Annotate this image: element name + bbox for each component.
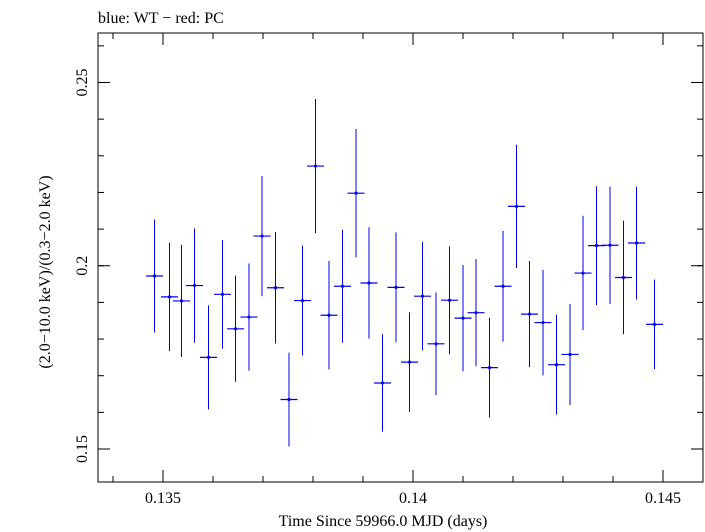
x-axis-label: Time Since 59966.0 MJD (days) — [279, 513, 488, 530]
data-point-marker — [407, 360, 412, 364]
data-point-marker — [461, 316, 465, 320]
x-axis-ticks: 0.135 0.14 0.145 — [112, 33, 681, 507]
chart-title: blue: WT − red: PC — [98, 10, 224, 27]
y-tick-label: 0.2 — [74, 256, 91, 276]
data-point-marker — [541, 320, 545, 325]
data-point-marker — [179, 299, 184, 303]
x-tick-label: 0.145 — [645, 490, 681, 507]
data-point-marker — [192, 283, 197, 288]
data-point-marker — [434, 342, 438, 346]
data-point-marker — [300, 298, 305, 303]
data-point-marker — [621, 275, 626, 280]
data-point-marker — [313, 164, 318, 168]
data-point-marker — [594, 243, 599, 248]
data-point-marker — [501, 284, 505, 288]
data-point-marker — [327, 313, 331, 317]
y-tick-label: 0.25 — [74, 68, 91, 96]
data-point-marker — [167, 295, 172, 299]
data-points — [146, 98, 663, 447]
data-point-marker — [380, 381, 385, 385]
data-point-marker — [260, 234, 264, 238]
data-point-marker — [608, 243, 612, 247]
data-point-marker — [568, 352, 572, 357]
data-point-marker — [206, 355, 211, 359]
data-point-marker — [247, 315, 251, 319]
data-point-marker — [287, 397, 291, 402]
data-point-marker — [394, 285, 398, 289]
data-point-marker — [233, 327, 238, 331]
data-point-marker — [340, 284, 345, 288]
data-point-marker — [581, 271, 585, 275]
plot-frame — [97, 32, 704, 483]
x-tick-label: 0.135 — [145, 490, 181, 507]
x-tick-label: 0.14 — [399, 490, 427, 507]
data-point-marker — [487, 366, 492, 370]
data-point-marker — [273, 286, 278, 290]
data-point-marker — [367, 281, 371, 285]
data-point-marker — [652, 322, 657, 326]
data-point-marker — [220, 292, 225, 296]
data-point-marker — [514, 204, 519, 208]
data-point-marker — [634, 241, 639, 245]
y-axis-ticks: 0.15 0.2 0.25 — [74, 45, 703, 463]
data-point-marker — [447, 298, 452, 302]
data-point-marker — [420, 294, 425, 298]
y-axis-label: (2.0−10.0 keV)/(0.3−2.0 keV) — [37, 175, 54, 368]
y-tick-label: 0.15 — [74, 435, 91, 463]
data-point-marker — [554, 363, 559, 367]
data-point-marker — [474, 311, 478, 315]
data-point-marker — [527, 312, 532, 316]
data-point-marker — [152, 274, 157, 278]
data-point-marker — [354, 191, 358, 195]
